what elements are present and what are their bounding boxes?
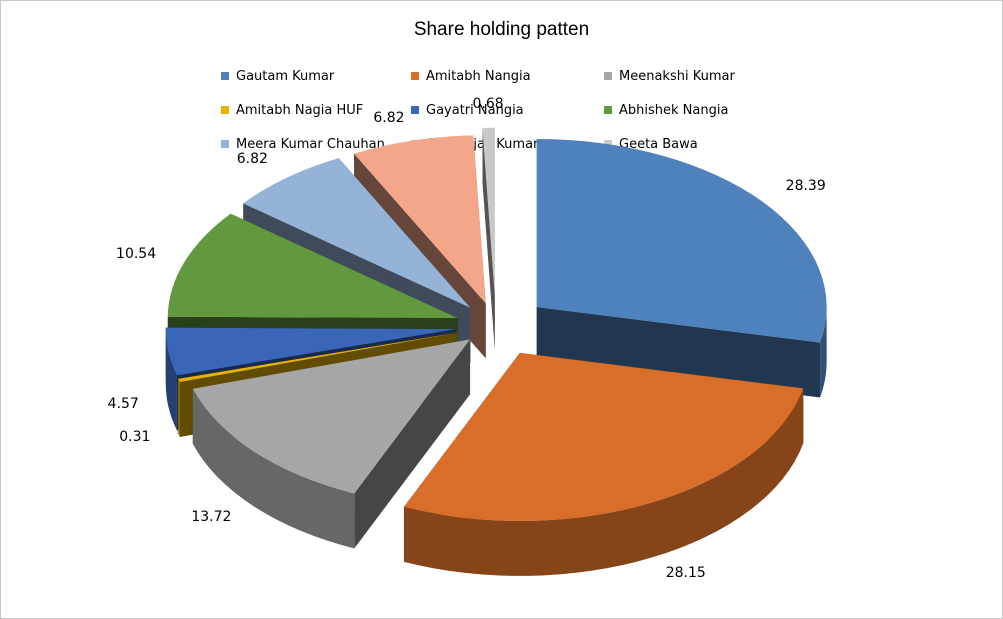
data-label-geetanjali-kumar: 6.82 <box>373 109 405 126</box>
legend-label: Geeta Bawa <box>619 136 698 152</box>
legend-label: Amitabh Nangia <box>426 68 531 84</box>
legend-item-amitabh-nagia-huf: Amitabh Nagia HUF <box>221 101 411 119</box>
legend-swatch <box>604 106 612 114</box>
legend-item-meenakshi-kumar: Meenakshi Kumar <box>604 67 774 85</box>
legend-swatch <box>221 106 229 114</box>
data-label-gayatri-nangia: 4.57 <box>107 396 139 413</box>
pie-slice-meenakshi-kumar <box>192 339 471 549</box>
legend-item-geeta-bawa: Geeta Bawa <box>604 135 774 153</box>
legend-label: Gayatri Nangia <box>426 102 524 118</box>
pie-slice-geeta-bawa <box>482 127 495 351</box>
legend-item-gautam-kumar: Gautam Kumar <box>221 67 411 85</box>
data-label-meera-kumar-chauhan: 6.82 <box>236 151 268 168</box>
legend-item-meera-kumar-chauhan: Meera Kumar Chauhan <box>221 135 411 153</box>
data-label-amitabh-nangia: 28.15 <box>665 565 706 582</box>
pie-slice-amitabh-nangia <box>403 352 804 576</box>
data-label-meenakshi-kumar: 13.72 <box>191 508 232 525</box>
legend-swatch <box>411 106 419 114</box>
data-label-geeta-bawa: 0.68 <box>472 95 504 112</box>
legend-swatch <box>411 72 419 80</box>
legend-item-amitabh-nangia: Amitabh Nangia <box>411 67 604 85</box>
legend-label: Meera Kumar Chauhan <box>236 136 385 152</box>
legend-swatch <box>221 72 229 80</box>
data-label-abhishek-nangia: 10.54 <box>116 246 157 263</box>
legend-swatch <box>604 140 612 148</box>
legend-swatch <box>604 72 612 80</box>
data-label-gautam-kumar: 28.39 <box>785 178 826 195</box>
legend-item-gayatri-nangia: Gayatri Nangia <box>411 101 604 119</box>
data-label-amitabh-nagia-huf: 0.31 <box>119 428 151 445</box>
chart-title: Share holding patten <box>413 19 590 40</box>
pie-slice-gautam-kumar <box>536 139 827 398</box>
legend-label: Amitabh Nagia HUF <box>236 102 364 118</box>
legend-label: Abhishek Nangia <box>619 102 729 118</box>
legend-swatch <box>221 140 229 148</box>
legend-label: Meenakshi Kumar <box>619 68 735 84</box>
legend-label: Gautam Kumar <box>236 68 335 84</box>
legend-item-abhishek-nangia: Abhishek Nangia <box>604 101 774 119</box>
